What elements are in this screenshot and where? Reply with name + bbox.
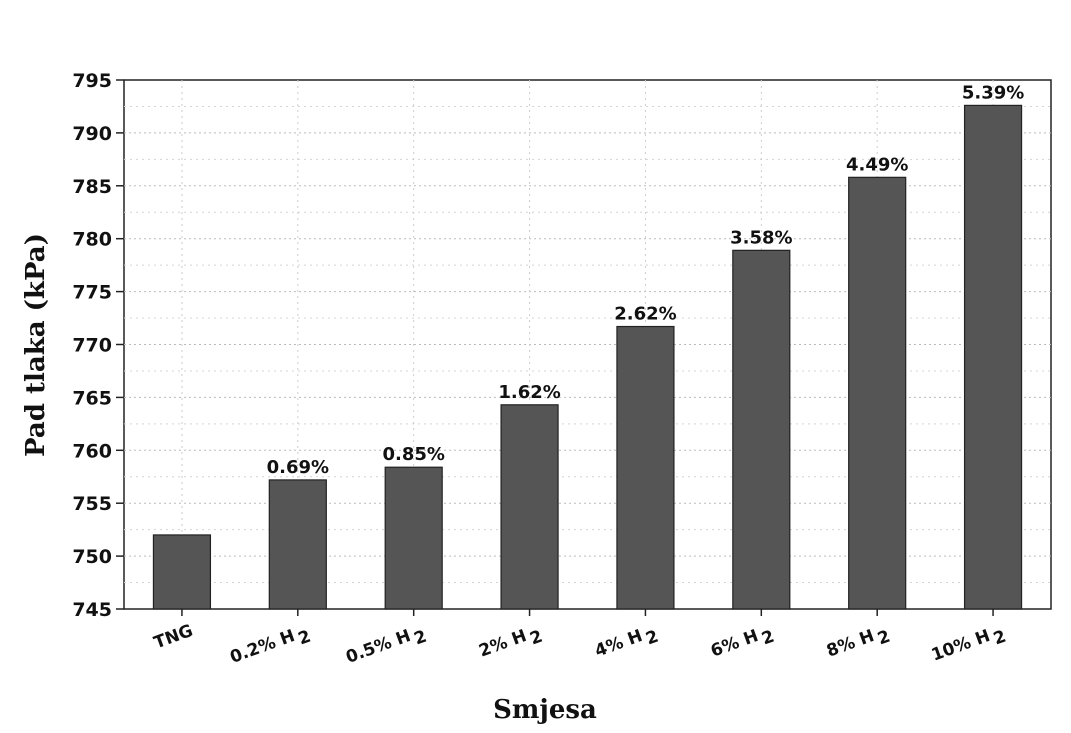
y-axis-title: Pad tlaka (kPa) xyxy=(21,233,51,457)
bar-data-label: 5.39% xyxy=(962,82,1024,103)
x-tick-label: 6% H2 xyxy=(708,621,777,667)
bar-data-label: 4.49% xyxy=(846,154,908,175)
bar-data-label: 0.69% xyxy=(267,457,329,478)
x-tick-label: 8% H2 xyxy=(824,621,893,667)
y-tick-label: 755 xyxy=(72,493,112,515)
x-tick-label: 0.2% H2 xyxy=(227,621,313,674)
bar xyxy=(384,466,443,610)
y-tick-label: 775 xyxy=(72,282,112,304)
y-tick-label: 790 xyxy=(72,123,112,145)
y-tick-label: 765 xyxy=(72,387,112,409)
x-tick-label: 2% H2 xyxy=(476,621,545,667)
x-tick-label: 0.5% H2 xyxy=(343,621,429,674)
bar-data-label: 1.62% xyxy=(498,382,560,403)
bar-data-label: 2.62% xyxy=(614,304,676,325)
x-axis-title: Smjesa xyxy=(493,695,597,725)
bar-data-label: 3.58% xyxy=(730,227,792,248)
bar xyxy=(963,104,1023,610)
y-axis-ticks: 745 750 755 760 765 770 775 780 785 790 795 xyxy=(72,70,124,621)
bar xyxy=(268,479,327,610)
y-tick-label: 785 xyxy=(72,176,112,198)
y-tick-label: 745 xyxy=(72,599,112,621)
x-axis-categories: TNG 0.2% H2 0.5% H2 2% H2 4% H2 6% H2 8% H2 10%… xyxy=(151,609,1009,674)
bar xyxy=(732,249,791,610)
bar xyxy=(152,534,212,610)
x-tick-label: 10% H2 xyxy=(929,621,1009,671)
y-tick-label: 750 xyxy=(72,546,112,568)
y-tick-label: 770 xyxy=(72,335,112,357)
bar xyxy=(848,176,907,610)
x-tick-label: 4% H2 xyxy=(592,621,661,667)
x-tick-label: TNG xyxy=(151,621,195,653)
y-tick-label: 780 xyxy=(72,229,112,251)
bar xyxy=(616,325,675,610)
y-tick-label: 795 xyxy=(72,70,112,92)
bar xyxy=(500,404,559,610)
bar-data-label: 0.85% xyxy=(382,444,444,465)
y-tick-label: 760 xyxy=(72,440,112,462)
bars: 0.69% 0.85% 1.62% 2.62% 3.58% 4.49% 5.39% xyxy=(152,82,1024,610)
